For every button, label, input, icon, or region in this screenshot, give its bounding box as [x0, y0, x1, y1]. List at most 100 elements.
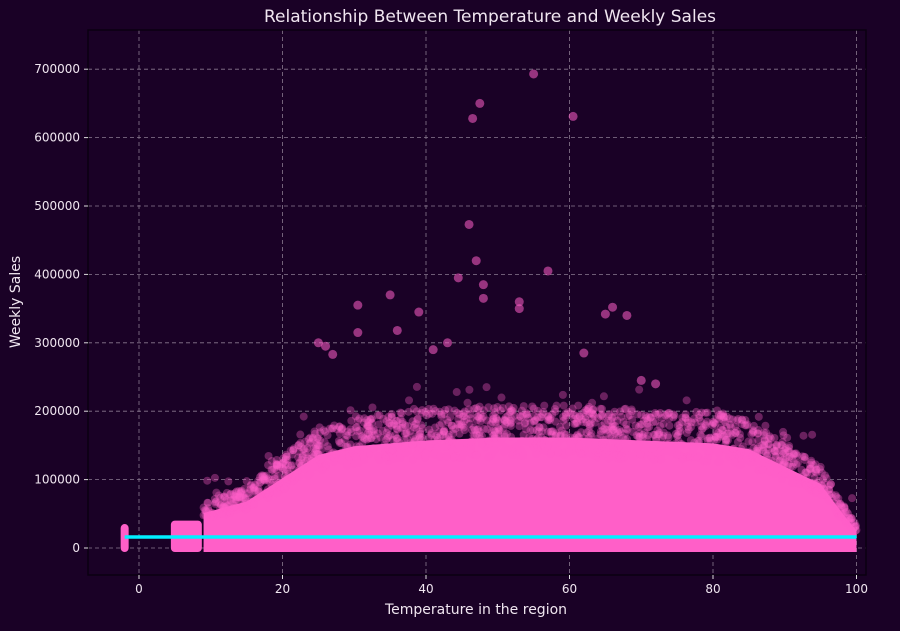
data-point	[710, 418, 719, 427]
data-point	[759, 446, 768, 455]
data-point	[367, 414, 376, 423]
data-point	[604, 425, 613, 434]
data-point	[838, 510, 847, 519]
data-point	[410, 437, 419, 446]
data-point	[234, 493, 243, 502]
data-point	[506, 421, 515, 430]
data-point	[749, 450, 758, 459]
data-point	[412, 407, 421, 416]
data-point	[569, 410, 578, 419]
data-point	[704, 449, 713, 458]
data-point	[541, 447, 550, 456]
data-point	[287, 461, 296, 470]
data-point	[268, 481, 277, 490]
data-point	[816, 484, 825, 493]
data-point	[736, 460, 745, 469]
data-point	[697, 432, 706, 441]
data-point	[750, 457, 759, 466]
data-point	[350, 445, 359, 454]
data-point	[397, 409, 406, 418]
data-point	[800, 455, 809, 464]
data-point	[272, 461, 281, 470]
data-point	[729, 444, 738, 453]
data-point	[459, 439, 468, 448]
data-point	[664, 409, 673, 418]
data-point	[684, 425, 693, 434]
data-point	[837, 510, 846, 519]
data-point	[554, 438, 563, 447]
data-point	[219, 502, 228, 511]
data-point	[841, 516, 850, 525]
data-point	[281, 452, 290, 461]
data-point	[367, 434, 376, 443]
data-point	[753, 429, 762, 438]
data-point	[403, 422, 412, 431]
data-point	[803, 468, 812, 477]
data-point	[355, 426, 364, 435]
data-point	[315, 463, 324, 472]
data-point	[775, 457, 784, 466]
data-point	[780, 445, 789, 454]
data-point	[832, 505, 841, 514]
data-point	[784, 446, 793, 455]
data-point	[820, 485, 829, 494]
data-point	[313, 434, 322, 443]
data-point	[837, 501, 846, 510]
data-point	[366, 415, 375, 424]
data-point	[690, 438, 699, 447]
data-point	[230, 492, 239, 501]
data-point	[676, 440, 685, 449]
data-point	[642, 414, 651, 423]
data-point	[802, 468, 811, 477]
data-point	[401, 421, 410, 430]
data-point	[532, 426, 541, 435]
data-point	[598, 451, 607, 460]
data-point	[428, 409, 437, 418]
data-point	[241, 493, 250, 502]
data-point	[415, 431, 424, 440]
data-point	[559, 448, 568, 457]
data-point	[332, 451, 341, 460]
data-point	[721, 440, 730, 449]
data-point	[726, 429, 735, 438]
data-point	[571, 435, 580, 444]
data-point	[272, 489, 281, 498]
data-point	[422, 441, 431, 450]
data-point	[532, 450, 541, 459]
data-point	[398, 423, 407, 432]
data-point	[393, 416, 402, 425]
data-point	[296, 443, 305, 452]
data-point	[427, 430, 436, 439]
data-point	[792, 460, 801, 469]
data-point	[415, 433, 424, 442]
data-point	[669, 413, 678, 422]
data-point	[588, 398, 597, 407]
data-point	[214, 498, 223, 507]
data-point	[296, 430, 305, 439]
data-point	[226, 508, 235, 517]
data-point	[659, 419, 668, 428]
data-point	[459, 423, 468, 432]
data-point	[719, 409, 728, 418]
data-point	[696, 430, 705, 439]
data-point	[281, 474, 290, 483]
data-point	[460, 412, 469, 421]
data-point	[748, 426, 757, 435]
data-point	[450, 406, 459, 415]
data-point	[301, 437, 310, 446]
data-point	[529, 404, 538, 413]
data-point	[263, 475, 272, 484]
data-point	[748, 428, 757, 437]
data-point	[323, 442, 332, 451]
data-point	[466, 410, 475, 419]
data-point	[604, 416, 613, 425]
data-point	[268, 465, 277, 474]
data-point	[844, 513, 853, 522]
data-point	[263, 493, 272, 502]
data-point	[722, 423, 731, 432]
data-point	[717, 411, 726, 420]
data-point	[417, 421, 426, 430]
data-point	[738, 415, 747, 424]
data-point	[225, 505, 234, 514]
data-point	[533, 446, 542, 455]
